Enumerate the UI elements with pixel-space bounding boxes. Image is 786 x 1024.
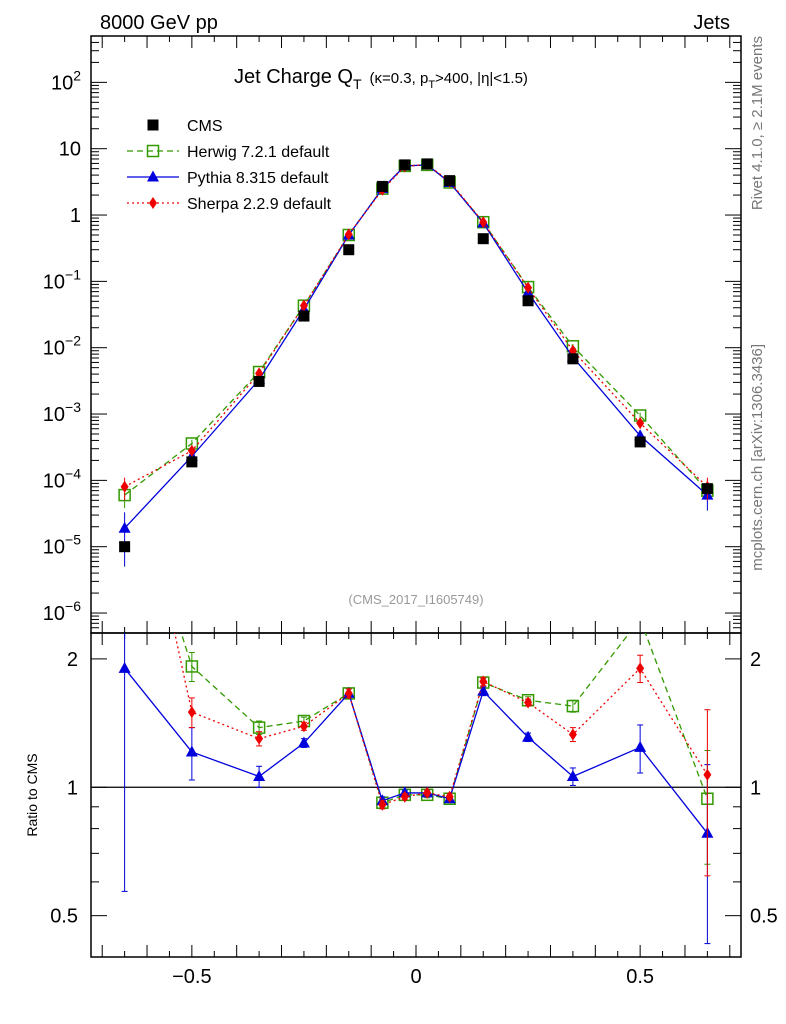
sherpa-point [479,216,488,229]
legend-marker [146,144,160,158]
lower-axis-ticks: 0.5 0.5 1 1 2 2 [50,649,778,958]
sherpa-point [344,228,353,241]
rivet-label: Rivet 4.1.0, ≥ 2.1M events [749,36,766,210]
cms-data-point [421,158,433,170]
pythia-ratio-line [124,667,708,834]
mcplots-label: mcplots.cern.ch [arXiv:1306.3436] [749,344,766,571]
pythia-line [124,164,708,529]
legend-label: Pythia 8.315 default [187,170,329,187]
sherpa-point [524,281,533,294]
sherpa-ratio-point [299,720,308,733]
legend-label: Herwig 7.2.1 default [187,144,330,161]
pythia-ratio-point [297,736,310,748]
ratio-tick-label-right: 1 [750,777,761,799]
header-left: 8000 GeV pp [100,12,218,34]
pythia-ratio-point [253,769,266,781]
ratio-tick-label: 0.5 [50,906,78,928]
herwig-ratio-point [185,660,199,673]
legend-marker [149,197,157,209]
legend-marker [147,119,159,131]
sherpa-ratio-point [400,790,409,803]
y-tick-label: 1 [70,205,81,227]
y-tick-label: 10−3 [43,399,81,426]
sherpa-point [636,417,645,430]
cms-data-point [298,310,310,322]
cms-data-point [253,375,265,387]
cms-data-point [701,483,713,495]
ratio-tick-label-right: 2 [750,649,761,671]
y-tick-label: 10−4 [43,465,81,492]
pythia-point [118,521,131,533]
sherpa-point [299,299,308,312]
pythia-ratio-point [118,661,131,673]
cms-data-point [444,175,456,187]
ratio-tick-label: 1 [67,777,78,799]
herwig-ratio-point [566,699,580,713]
sherpa-ratio-point [636,662,645,675]
cms-data-point [522,295,534,307]
legend-label: Sherpa 2.2.9 default [187,196,332,213]
cms-data-point [186,456,198,468]
analysis-watermark: (CMS_2017_I1605749) [348,592,483,607]
sherpa-ratio-point [703,768,712,781]
y-tick-label: 10−1 [43,266,81,293]
chart-title: Jet Charge QT (κ=0.3, pT>400, |η|<1.5) [234,66,528,92]
ratio-tick-label-right: 0.5 [750,906,778,928]
sherpa-ratio-point [568,728,577,741]
sherpa-ratio-point [378,798,387,811]
upper-series-layer [118,158,714,567]
upper-axis-ticks: 10−6 10−5 10−4 10−3 10−2 10−1 1 10 102 [43,35,741,957]
sherpa-ratio-point [445,790,454,803]
sherpa-ratio-point [187,706,196,719]
pythia-ratio-point [522,730,535,742]
sherpa-ratio-point [479,675,488,688]
y-tick-label: 10 [59,139,81,161]
cms-data-point [567,353,579,365]
cms-data-point [634,436,646,448]
herwig-ratio-line [180,633,708,804]
y-tick-label: 10−6 [43,598,81,625]
y-tick-label: 10−2 [43,333,81,360]
sherpa-point [187,444,196,457]
cms-data-point [477,233,489,245]
x-tick-label: 0.5 [626,966,654,988]
x-tick-label: −0.5 [172,966,211,988]
sherpa-ratio-point [524,696,533,709]
x-tick-labels: −0.5 0 0.5 [172,966,654,988]
header-right: Jets [693,12,730,34]
pythia-ratio-point [185,745,198,757]
cms-data-point [399,159,411,171]
legend: CMS Herwig 7.2.1 default Pythia 8.315 defa… [127,118,332,213]
cms-data-point [376,180,388,192]
cms-data-point [343,244,355,256]
herwig-ratio-point [119,450,130,461]
y-tick-label: 10−5 [43,532,81,559]
x-tick-label: 0 [410,966,421,988]
pythia-ratio-point [566,769,579,781]
lower-frame [90,632,742,958]
ratio-ylabel: Ratio to CMS [24,753,40,836]
pythia-ratio-point [634,740,647,752]
sherpa-ratio-point [423,786,432,799]
sherpa-ratio-point [121,396,129,408]
legend-marker [147,170,159,182]
legend-label: CMS [187,118,223,135]
y-tick-label: 102 [51,67,81,94]
herwig-line [124,164,708,496]
sherpa-ratio-point [255,732,264,745]
lower-series-layer [118,396,714,945]
sherpa-point [120,480,129,493]
sherpa-ratio-point [344,687,353,700]
cms-data-point [119,541,131,553]
ratio-tick-label: 2 [67,649,78,671]
